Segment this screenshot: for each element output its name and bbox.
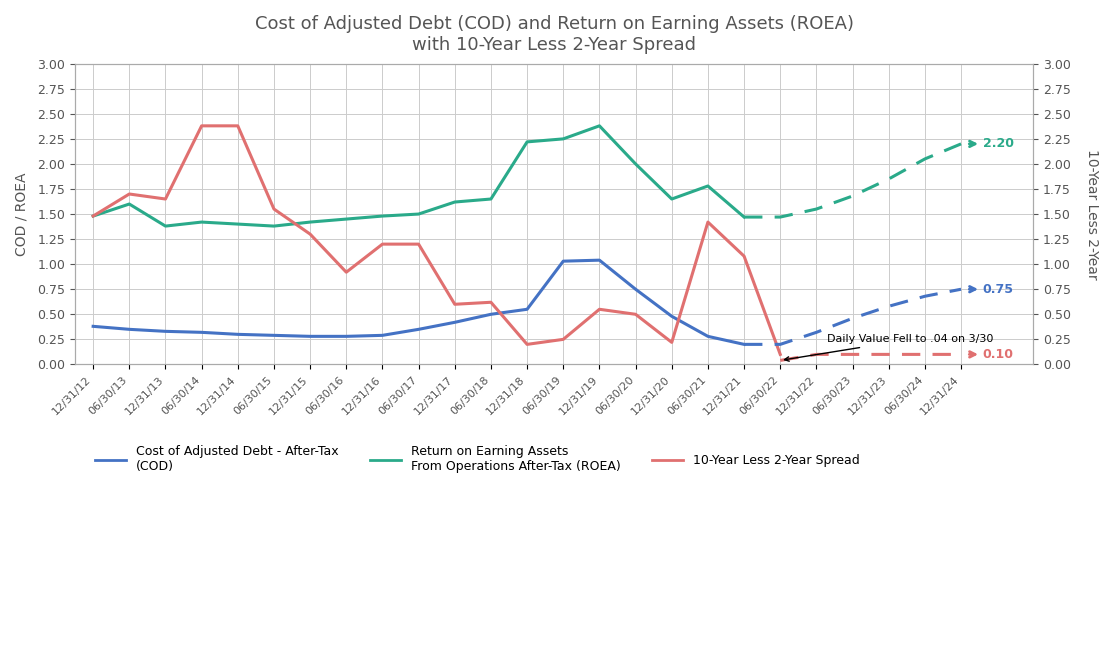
Title: Cost of Adjusted Debt (COD) and Return on Earning Assets (ROEA)
with 10-Year Les: Cost of Adjusted Debt (COD) and Return o… [255, 15, 853, 54]
Text: 0.10: 0.10 [983, 348, 1014, 361]
Y-axis label: COD / ROEA: COD / ROEA [14, 172, 29, 256]
Text: 2.20: 2.20 [983, 137, 1014, 150]
Text: Daily Value Fell to .04 on 3/30: Daily Value Fell to .04 on 3/30 [784, 335, 994, 361]
Text: 0.75: 0.75 [983, 283, 1014, 295]
Legend: Cost of Adjusted Debt - After-Tax
(COD), Return on Earning Assets
From Operation: Cost of Adjusted Debt - After-Tax (COD),… [90, 440, 866, 479]
Y-axis label: 10-Year Less 2-Year: 10-Year Less 2-Year [1085, 149, 1100, 280]
